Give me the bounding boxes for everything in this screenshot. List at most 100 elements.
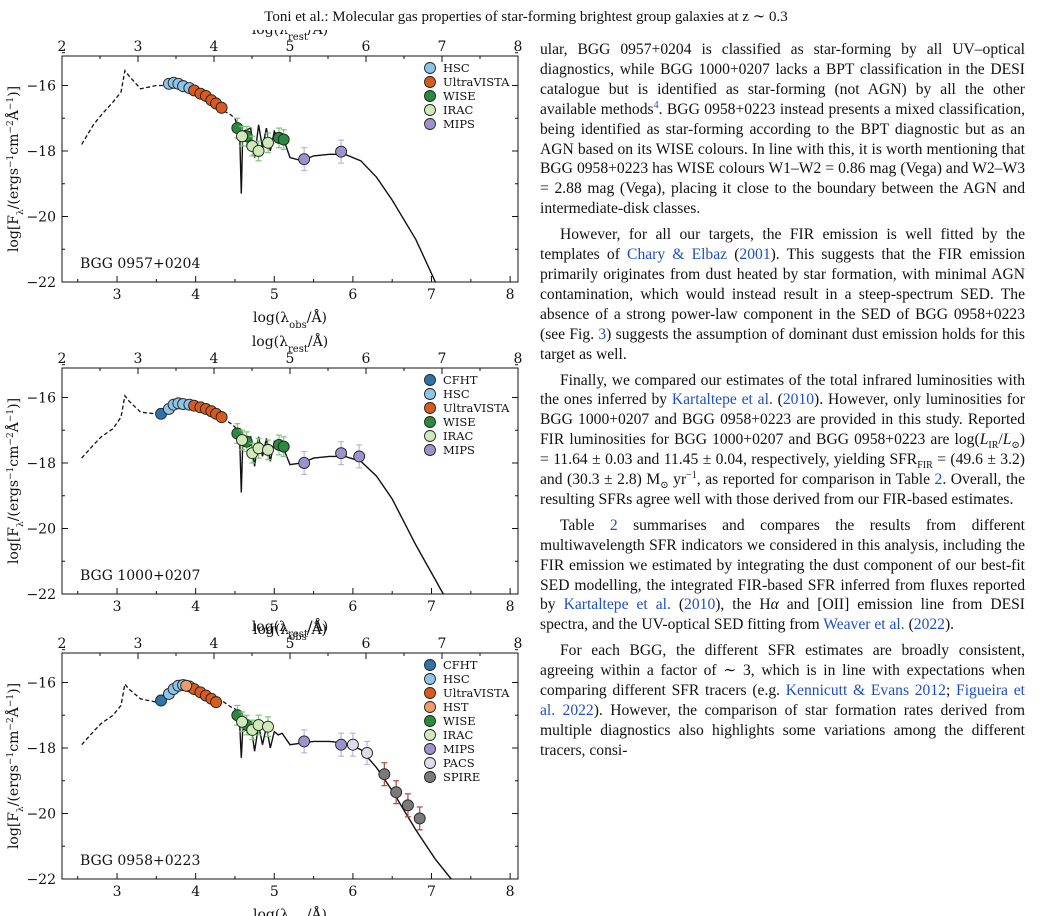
- series-ultravista: [188, 399, 228, 424]
- citation-link[interactable]: 2: [934, 471, 943, 489]
- legend-marker: [424, 388, 436, 400]
- y-tick-label: −18: [26, 741, 56, 757]
- x-tick-label: 7: [427, 287, 436, 303]
- x-tick-label: 4: [191, 599, 200, 615]
- x2-tick-label: 2: [58, 351, 67, 367]
- citation-link[interactable]: Kartaltepe et al.: [671, 391, 773, 409]
- x-tick-label: 4: [191, 287, 200, 303]
- text-run: L: [979, 431, 989, 449]
- legend-marker: [424, 374, 436, 386]
- x-tick-label: 8: [506, 287, 515, 303]
- body-paragraph: Finally, we compared our estimates of th…: [540, 371, 1025, 510]
- x-tick-label: 3: [113, 599, 122, 615]
- text-run: ).: [944, 616, 955, 634]
- y-tick-label: −18: [26, 144, 56, 160]
- citation-link[interactable]: Kennicutt & Evans 2012: [785, 682, 946, 700]
- citation-link[interactable]: Weaver et al.: [823, 616, 905, 634]
- y-tick-label: −16: [26, 78, 56, 94]
- citation-link[interactable]: 2001: [739, 246, 771, 264]
- x-tick-label: 5: [270, 287, 279, 303]
- y-tick-label: −16: [26, 675, 56, 691]
- x-tick-label: 3: [113, 287, 122, 303]
- legend-marker: [424, 444, 436, 456]
- legend-marker: [424, 62, 436, 74]
- text-run: /: [998, 431, 1003, 449]
- x-axis-label: log(λobs/Å): [253, 308, 327, 331]
- x2-tick-label: 4: [210, 351, 219, 367]
- y-tick-label: −22: [26, 872, 56, 888]
- model-dashed-line: [81, 394, 236, 459]
- citation-wrapper: Weaver et al.: [823, 616, 904, 633]
- data-point: [361, 746, 373, 759]
- citation-link[interactable]: Figueira et al. 2022: [540, 682, 1025, 719]
- legend-label: MIPS: [443, 117, 475, 131]
- y-tick-label: −22: [26, 587, 56, 603]
- data-point: [215, 101, 228, 114]
- data-point: [215, 411, 228, 424]
- citation-wrapper: 2: [935, 471, 943, 488]
- x2-tick-label: 4: [210, 636, 219, 652]
- x-axis-label: log(λobs/Å): [253, 620, 327, 643]
- data-point: [236, 130, 248, 143]
- x2-tick-label: 5: [286, 636, 295, 652]
- legend-label: WISE: [443, 89, 476, 103]
- x2-tick-label: 7: [438, 39, 447, 55]
- legend-marker: [424, 757, 436, 769]
- x-tick-label: 6: [348, 884, 357, 900]
- series-cfht: [155, 694, 168, 707]
- text-run: For each BGG, the different SFR estimate…: [540, 642, 1025, 700]
- x2-tick-label: 8: [514, 39, 523, 55]
- data-point: [210, 696, 223, 709]
- legend-label: HSC: [443, 387, 470, 401]
- text-run: (: [904, 616, 914, 634]
- data-point: [335, 145, 348, 158]
- x2-tick-label: 2: [58, 636, 67, 652]
- series-hst: [180, 679, 193, 692]
- text-run: (: [727, 246, 740, 264]
- data-point: [335, 738, 348, 751]
- text-run: ) = 11.64 ± 0.03 and 11.45 ± 0.04, respe…: [540, 431, 1025, 469]
- panel-label: BGG 0958+0223: [80, 853, 200, 869]
- citation-link[interactable]: Kartaltepe et al.: [563, 596, 671, 614]
- data-point: [262, 443, 274, 456]
- citation-link[interactable]: 2010: [782, 391, 815, 409]
- data-point: [298, 457, 311, 469]
- sed-panel-2: 3 4 5 6 7 82 3 4 5 6 7 8−22−20−18−16log(λobs/Å)log(…: [4, 332, 522, 643]
- data-point: [277, 133, 290, 146]
- data-point: [298, 153, 311, 166]
- legend-marker: [424, 743, 436, 755]
- citation-wrapper: Kartaltepe et al.: [564, 596, 671, 613]
- text-run: , as reported for comparison in Table: [696, 471, 935, 489]
- legend-marker: [424, 430, 436, 442]
- x-tick-label: 5: [270, 884, 279, 900]
- text-run: ), the H: [715, 596, 771, 614]
- y-tick-label: −16: [26, 390, 56, 406]
- text-run: However, for all our targets, the FIR em…: [540, 226, 1025, 264]
- legend-marker: [424, 701, 436, 713]
- citation-wrapper: 3: [598, 326, 606, 343]
- citation-link[interactable]: 4: [653, 99, 659, 111]
- citation-wrapper: Kartaltepe et al.: [672, 391, 773, 408]
- body-paragraph: Table 2 summarises and compares the resu…: [540, 516, 1025, 635]
- citation-wrapper: 2010: [783, 391, 814, 408]
- text-run: (: [670, 596, 685, 614]
- citation-link[interactable]: 2022: [913, 616, 945, 634]
- citation-wrapper: Figueira et al. 2022: [540, 682, 1025, 719]
- text-run: ;: [945, 682, 957, 700]
- citation-link[interactable]: 2010: [684, 596, 716, 614]
- text-run: Table: [560, 516, 610, 534]
- x2-tick-label: 8: [514, 351, 523, 367]
- legend-marker: [424, 659, 436, 671]
- legend-marker: [424, 715, 436, 727]
- series-pacs: [346, 732, 373, 765]
- x-tick-label: 7: [427, 884, 436, 900]
- sed-figure: 3 4 5 6 7 82 3 4 5 6 7 8−22−20−18−16log(λobs/Å)log(…: [4, 30, 523, 916]
- citation-link[interactable]: 2: [609, 516, 618, 534]
- body-text-column: ular, BGG 0957+0204 is classified as sta…: [540, 40, 1025, 767]
- x2-tick-label: 3: [134, 39, 143, 55]
- legend-label: CFHT: [443, 373, 478, 387]
- citation-link[interactable]: 3: [598, 325, 607, 343]
- legend-label: UltraVISTA: [443, 401, 510, 415]
- citation-link[interactable]: Chary & Elbaz: [627, 246, 728, 264]
- data-point: [335, 447, 348, 460]
